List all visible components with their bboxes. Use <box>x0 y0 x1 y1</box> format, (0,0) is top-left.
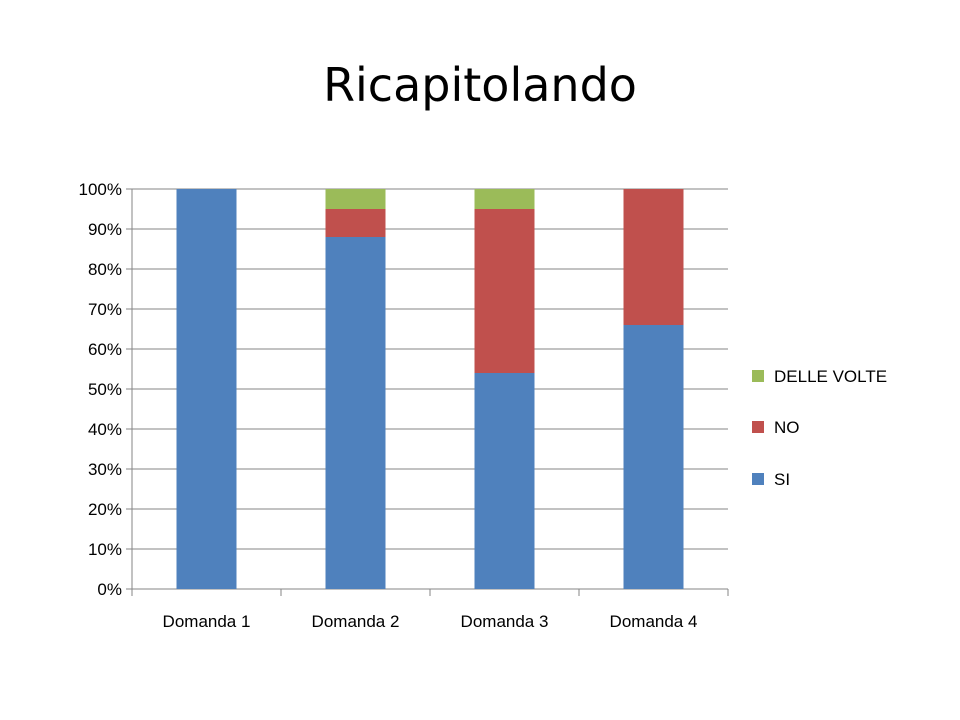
legend-label: NO <box>774 418 800 437</box>
slide-title: Ricapitolando <box>323 58 637 112</box>
bar-no-3 <box>474 209 535 373</box>
legend-label: DELLE VOLTE <box>774 367 887 386</box>
y-tick-label: 40% <box>88 420 122 439</box>
bar-no-2 <box>325 209 386 237</box>
x-tick-label: Domanda 1 <box>163 612 251 631</box>
x-tick-label: Domanda 3 <box>461 612 549 631</box>
y-tick-label: 50% <box>88 380 122 399</box>
y-tick-label: 100% <box>79 180 122 199</box>
y-tick-label: 80% <box>88 260 122 279</box>
bar-delle-volte-2 <box>325 189 386 209</box>
x-tick-label: Domanda 2 <box>312 612 400 631</box>
legend-swatch <box>752 473 764 485</box>
bar-si-1 <box>176 189 237 589</box>
y-tick-label: 30% <box>88 460 122 479</box>
legend-label: SI <box>774 470 790 489</box>
y-tick-label: 60% <box>88 340 122 359</box>
x-tick-label: Domanda 4 <box>610 612 698 631</box>
y-tick-label: 0% <box>97 580 122 599</box>
bar-no-4 <box>623 189 684 325</box>
y-tick-label: 20% <box>88 500 122 519</box>
legend-swatch <box>752 421 764 433</box>
bar-si-2 <box>325 237 386 589</box>
bar-si-3 <box>474 373 535 589</box>
y-tick-label: 10% <box>88 540 122 559</box>
y-tick-label: 90% <box>88 220 122 239</box>
bar-delle-volte-3 <box>474 189 535 209</box>
bar-si-4 <box>623 325 684 589</box>
y-tick-label: 70% <box>88 300 122 319</box>
legend-swatch <box>752 370 764 382</box>
